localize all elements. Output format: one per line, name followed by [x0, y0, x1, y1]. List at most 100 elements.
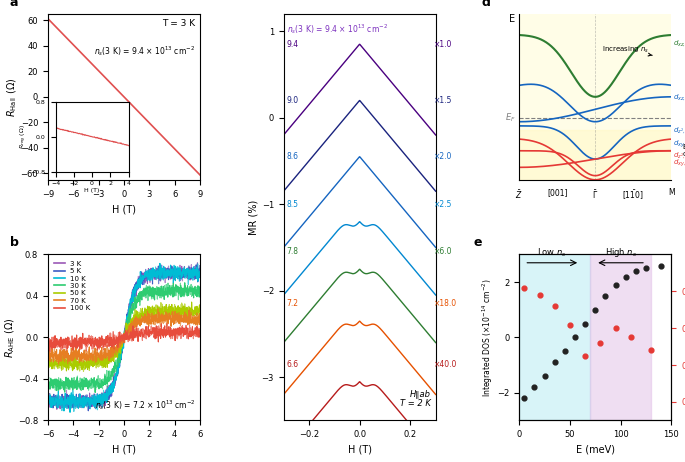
Text: $n_s$(3 K) = 9.4 × 10$^{13}$ cm$^{-2}$: $n_s$(3 K) = 9.4 × 10$^{13}$ cm$^{-2}$ [95, 44, 195, 58]
Text: $\bar{Z}$: $\bar{Z}$ [516, 188, 523, 201]
10 K [44, 398, 52, 404]
Line: 10 K: 10 K [48, 263, 200, 412]
100 K [134, 336, 142, 342]
Point [569, 334, 580, 341]
Y-axis label: Integrated DOS ($\times$10$^{-14}$ cm$^{-2}$): Integrated DOS ($\times$10$^{-14}$ cm$^{… [480, 278, 495, 397]
Text: Euf
orbitals: Euf orbitals [683, 144, 685, 157]
Text: 9.0: 9.0 [286, 96, 298, 105]
Point [564, 321, 575, 328]
Text: 7.8: 7.8 [286, 247, 298, 256]
Text: E: E [508, 14, 514, 24]
Point [519, 395, 530, 402]
Point [610, 324, 621, 332]
50 K [196, 304, 204, 309]
Point [529, 383, 540, 391]
Point [640, 265, 651, 272]
Line: 100 K: 100 K [48, 324, 200, 351]
X-axis label: H (T): H (T) [112, 445, 136, 455]
Text: $d_{xz,\uparrow}$: $d_{xz,\uparrow}$ [673, 92, 685, 102]
Text: Increasing $n_s$: Increasing $n_s$ [602, 45, 652, 56]
Point [549, 359, 560, 366]
50 K [188, 299, 196, 305]
Text: ×40.0: ×40.0 [434, 360, 458, 369]
50 K [158, 312, 166, 317]
10 K [146, 269, 154, 275]
30 K [196, 288, 204, 294]
Text: $n_s$(3 K) = 9.4 × 10$^{13}$ cm$^{-2}$: $n_s$(3 K) = 9.4 × 10$^{13}$ cm$^{-2}$ [286, 22, 388, 36]
Point [539, 372, 550, 380]
Text: $d_{xy,\uparrow}$: $d_{xy,\uparrow}$ [673, 139, 685, 150]
10 K [196, 274, 204, 279]
100 K [196, 330, 204, 336]
70 K [134, 316, 142, 322]
Text: d: d [482, 0, 490, 9]
Point [610, 281, 621, 289]
3 K [113, 365, 121, 370]
3 K [134, 280, 142, 286]
30 K [181, 280, 189, 286]
Text: e: e [473, 236, 482, 249]
100 K [71, 341, 79, 346]
5 K [146, 275, 154, 281]
Text: [1$\bar{1}$0]: [1$\bar{1}$0] [623, 188, 644, 201]
Text: $E_F$: $E_F$ [505, 111, 515, 124]
Text: ×2.0: ×2.0 [434, 152, 453, 161]
Text: ×6.0: ×6.0 [434, 247, 453, 256]
Text: [001]: [001] [547, 188, 568, 197]
50 K [62, 368, 71, 374]
Text: $n_s$(3 K) = 7.2 × 10$^{13}$ cm$^{-2}$: $n_s$(3 K) = 7.2 × 10$^{13}$ cm$^{-2}$ [95, 398, 195, 412]
5 K [192, 262, 200, 267]
50 K [44, 362, 52, 367]
5 K [44, 395, 52, 401]
Text: T = 3 K: T = 3 K [162, 19, 195, 28]
Text: $\bar{\Gamma}$: $\bar{\Gamma}$ [593, 188, 599, 201]
Legend: 3 K, 5 K, 10 K, 30 K, 50 K, 70 K, 100 K: 3 K, 5 K, 10 K, 30 K, 50 K, 70 K, 100 K [51, 258, 93, 314]
30 K [91, 389, 99, 395]
Text: High $n_s$: High $n_s$ [605, 246, 636, 259]
50 K [71, 364, 79, 369]
Point [625, 334, 636, 341]
Point [630, 267, 641, 275]
X-axis label: H (T): H (T) [347, 445, 372, 455]
Point [560, 347, 571, 355]
3 K [146, 269, 154, 275]
Point [645, 346, 656, 354]
Text: ×2.5: ×2.5 [434, 200, 453, 209]
Text: M: M [668, 188, 675, 197]
70 K [55, 361, 63, 367]
70 K [44, 350, 52, 356]
Text: ×18.0: ×18.0 [434, 299, 458, 308]
50 K [113, 353, 121, 359]
Text: 8.5: 8.5 [286, 200, 298, 209]
Point [590, 306, 601, 314]
3 K [66, 408, 75, 413]
Text: 6.6: 6.6 [286, 360, 298, 369]
10 K [134, 284, 142, 290]
70 K [71, 353, 79, 359]
100 K [159, 331, 167, 336]
10 K [159, 269, 167, 274]
10 K [66, 409, 74, 415]
3 K [196, 273, 204, 279]
Text: 7.2: 7.2 [286, 299, 298, 308]
100 K [83, 341, 91, 346]
100 K [113, 334, 121, 340]
Text: $d_{z^2,\downarrow}$: $d_{z^2,\downarrow}$ [673, 150, 685, 160]
70 K [158, 313, 166, 318]
30 K [146, 284, 154, 290]
5 K [83, 400, 91, 405]
30 K [44, 377, 52, 383]
Point [534, 292, 545, 299]
Text: 9.4: 9.4 [286, 40, 298, 49]
5 K [134, 286, 142, 292]
30 K [83, 379, 91, 385]
100 K [45, 348, 53, 353]
3 K [158, 267, 166, 273]
5 K [196, 266, 204, 271]
3 K [44, 394, 52, 399]
Text: $d_{xz,\uparrow\downarrow}$: $d_{xz,\uparrow\downarrow}$ [673, 38, 685, 48]
Bar [519, 130, 671, 180]
5 K [71, 400, 79, 406]
Y-axis label: $R_\mathrm{AHE}\ (\Omega)$: $R_\mathrm{AHE}\ (\Omega)$ [3, 317, 16, 358]
Point [595, 339, 606, 346]
